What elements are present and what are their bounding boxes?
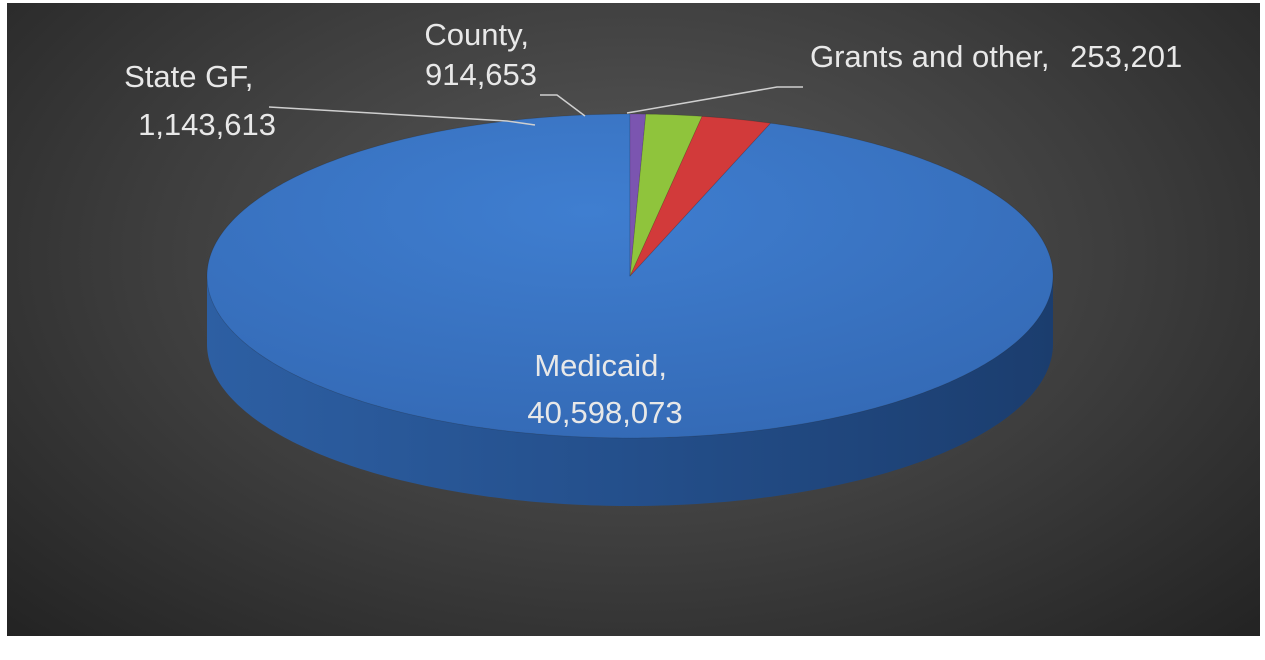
label-state-gf-value: 1,143,613	[138, 107, 276, 142]
label-state-gf-name: State GF,	[124, 59, 253, 94]
leader-line-state-gf	[268, 106, 536, 126]
slice-state-gf	[629, 115, 772, 277]
slice-grants-and-other	[629, 113, 647, 277]
label-medicaid-value: 40,598,073	[527, 395, 682, 430]
label-grants-value: 253,201	[1070, 39, 1182, 74]
slice-county	[629, 113, 703, 277]
label-grants-name: Grants and other,	[810, 39, 1050, 74]
label-medicaid-name: Medicaid,	[534, 348, 667, 383]
leader-line-grants	[626, 86, 803, 114]
chart-background: State GF, 1,143,613 County, 914,653 Gran…	[7, 3, 1260, 636]
label-state-gf: State GF, 1,143,613	[124, 59, 276, 142]
label-county: County, 914,653	[424, 17, 537, 92]
label-county-value: 914,653	[425, 57, 537, 92]
label-county-name: County,	[424, 17, 529, 52]
label-grants-and-other: Grants and other, 253,201	[810, 39, 1182, 74]
pie-top-layer	[206, 113, 1054, 439]
pie-side-layer	[207, 276, 1053, 506]
label-medicaid: Medicaid, 40,598,073	[527, 348, 682, 430]
leader-line-county	[540, 94, 586, 117]
pie-chart: State GF, 1,143,613 County, 914,653 Gran…	[124, 17, 1182, 506]
slice-side-medicaid	[207, 276, 1053, 506]
data-labels: State GF, 1,143,613 County, 914,653 Gran…	[124, 17, 1182, 430]
leader-lines	[268, 86, 803, 126]
